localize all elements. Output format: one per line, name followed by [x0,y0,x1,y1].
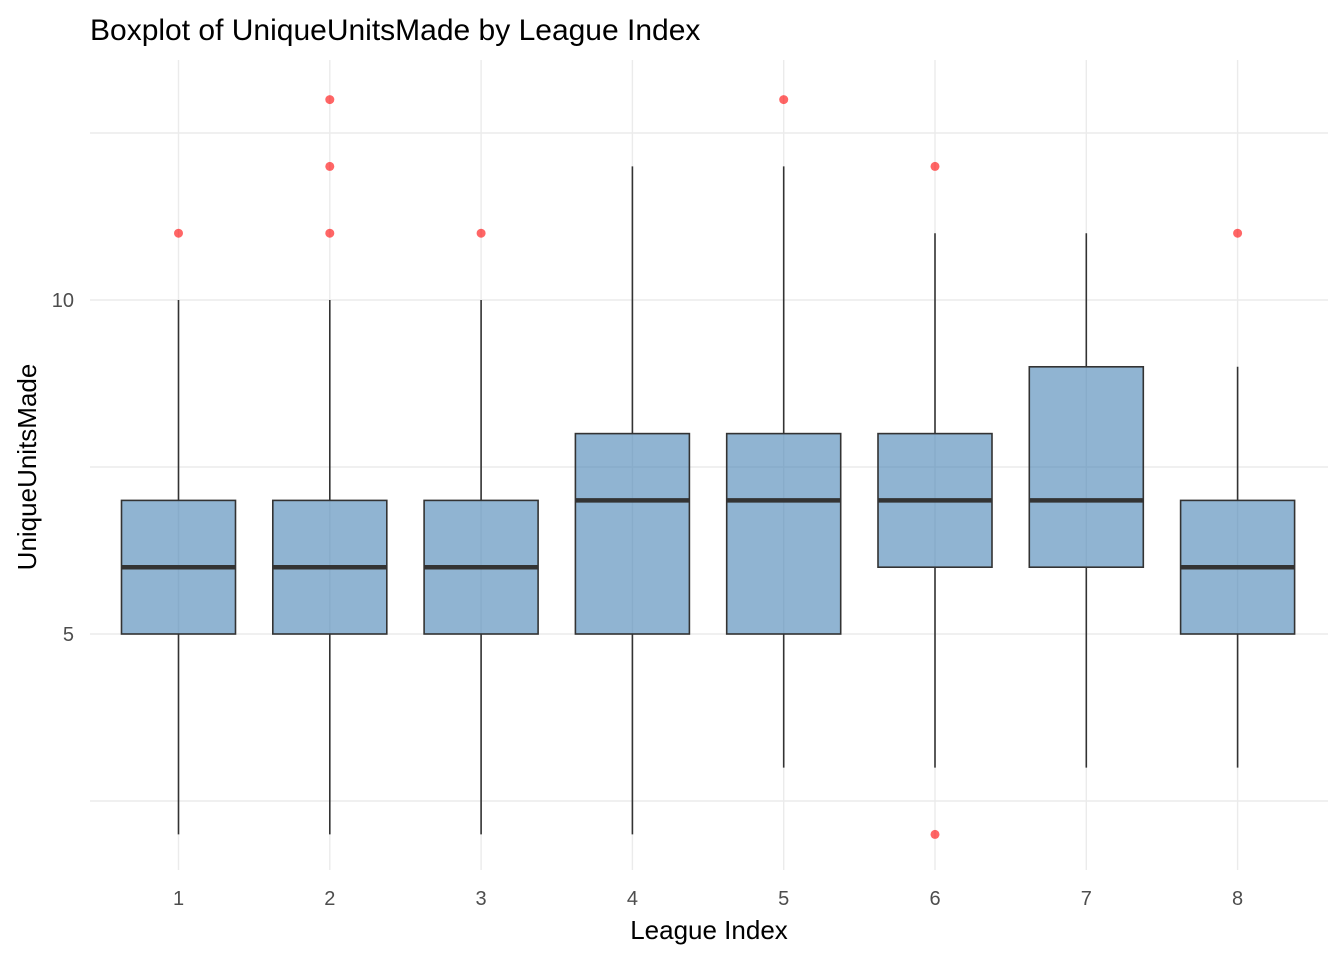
box-group-8 [1179,228,1296,768]
x-tick-label: 3 [476,888,487,910]
x-tick-label: 1 [173,888,184,910]
outlier-point [325,228,335,238]
boxes [120,95,1296,839]
box [574,432,691,635]
x-tick-label: 7 [1081,888,1092,910]
box-group-1 [120,228,237,835]
box-group-5 [725,95,842,768]
outlier-point [930,829,940,839]
x-tick-label: 2 [324,888,335,910]
box-group-6 [877,161,993,839]
x-axis-title: League Index [630,915,788,945]
x-tick-label: 8 [1232,888,1243,910]
y-axis-ticks: 5 10 [52,290,74,646]
chart-title: Boxplot of UniqueUnitsMade by League Ind… [90,14,700,47]
x-tick-label: 6 [929,888,940,910]
box-group-4 [574,166,691,835]
box [725,432,842,635]
outlier-point [325,161,335,171]
outlier-point [174,228,183,238]
box [1028,365,1145,568]
x-tick-label: 4 [627,888,638,910]
outlier-point [325,95,335,105]
outlier-point [779,95,789,105]
y-tick-label: 5 [63,624,74,646]
y-axis-title: UniqueUnitsMade [12,364,42,571]
x-tick-label: 5 [778,888,789,910]
box-group-2 [271,95,388,835]
box-group-3 [423,228,539,835]
outlier-point [1233,228,1243,238]
box-group-7 [1028,233,1145,768]
y-tick-label: 10 [52,290,74,312]
outlier-point [476,228,486,238]
x-axis-ticks: 1 2 3 4 5 6 7 8 [173,888,1243,910]
outlier-point [930,161,940,171]
